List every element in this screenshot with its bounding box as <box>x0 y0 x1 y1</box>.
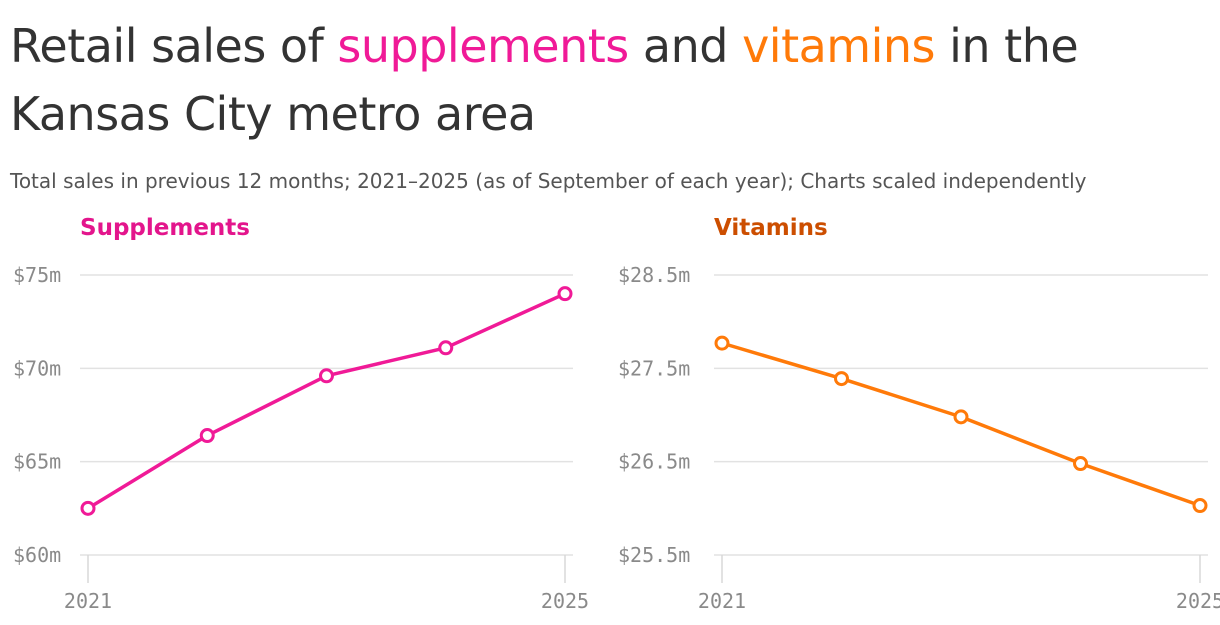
supplements-data-point <box>557 286 573 302</box>
vitamins-panel-title: Vitamins <box>714 215 828 241</box>
vitamins-y-tick-label: $26.5m <box>618 450 690 474</box>
vitamins-data-point <box>1073 456 1088 472</box>
supplements-series-line <box>86 291 567 511</box>
vitamins-y-tick-label: $25.5m <box>618 543 690 567</box>
supplements-panel-title: Supplements <box>80 215 250 241</box>
supplements-data-point <box>319 368 334 384</box>
title-highlight-supplements: supplements <box>337 19 629 73</box>
supplements-y-tick-label: $70m <box>13 356 61 380</box>
vitamins-y-tick-label: $27.5m <box>618 356 690 380</box>
supplements-y-tick-label: $60m <box>13 543 61 567</box>
chart-title: Retail sales of supplements and vitamins… <box>10 12 1200 148</box>
title-part-1: Retail sales of <box>10 19 338 73</box>
vitamins-data-point <box>714 335 730 351</box>
supplements-y-tick-label: $75m <box>13 263 61 287</box>
vitamins-y-tick-label: $28.5m <box>618 263 690 287</box>
supplements-chart: $60m $65m $70m $75m 2021 2025 <box>13 263 589 613</box>
supplements-x-tick-label: 2021 <box>64 589 112 613</box>
vitamins-chart: $25.5m $26.5m $27.5m $28.5m 2021 2025 <box>618 263 1220 613</box>
title-part-3: in the Kansas City metro area <box>10 19 1079 141</box>
chart-subtitle: Total sales in previous 12 months; 2021–… <box>10 169 1087 193</box>
supplements-data-point <box>80 500 96 516</box>
vitamins-data-point <box>953 409 969 425</box>
supplements-data-point <box>199 428 215 444</box>
supplements-y-tick-label: $65m <box>13 450 61 474</box>
supplements-data-point <box>438 340 454 356</box>
title-highlight-vitamins: vitamins <box>742 19 935 73</box>
vitamins-data-point <box>1192 498 1208 514</box>
vitamins-x-tick-label: 2021 <box>698 589 746 613</box>
title-part-2: and <box>628 19 743 73</box>
vitamins-x-tick-label: 2025 <box>1176 589 1220 613</box>
vitamins-data-point <box>834 371 849 387</box>
supplements-x-tick-label: 2025 <box>541 589 589 613</box>
